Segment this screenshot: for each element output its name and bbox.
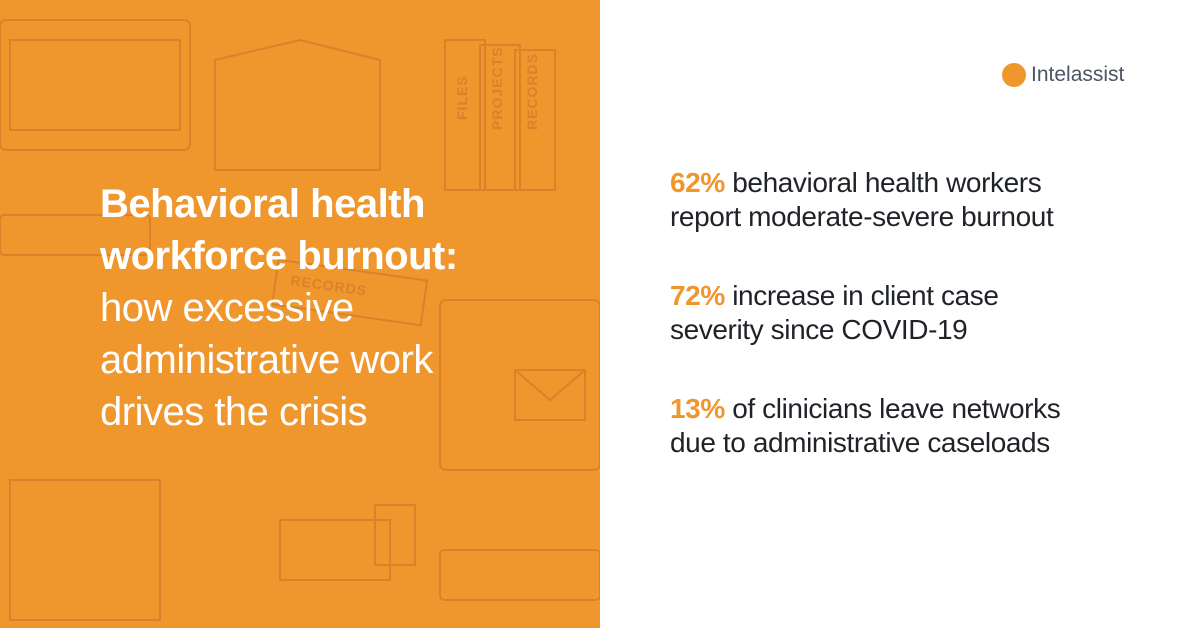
headline: Behavioral health workforce burnout: how… [100,178,458,438]
stat-text: of clinicians leave networks [732,393,1061,424]
keyboard [0,214,151,256]
pen-cup [374,504,416,566]
envelope-flap [514,369,586,402]
stat-text: behavioral health workers [732,167,1042,198]
tray [279,519,391,581]
stat-line: report moderate-severe burnout [670,201,1054,232]
stat-line: 13% of clinicians leave networks [670,392,1061,426]
stat: 13% of clinicians leave networks due to a… [670,392,1061,460]
monitor [439,299,600,471]
binder [444,39,486,191]
headline-regular: drives the crisis [100,390,368,434]
left-panel: FILES PROJECTS RECORDS RECORDS Behaviora… [0,0,600,628]
keyboard [439,549,600,601]
headline-regular: how excessive [100,286,354,330]
file-box [9,479,161,621]
monitor [0,19,191,151]
headline-bold: workforce burnout: [100,234,458,278]
logo-text: Intelassist [1031,63,1125,86]
binder-label: RECORDS [524,53,540,130]
binder [479,44,521,191]
stat-line: 62% behavioral health workers [670,166,1060,200]
binder [514,49,556,191]
stat-line: due to administrative caseloads [670,427,1050,458]
logo-icon [1002,63,1026,87]
stat-line: 72% increase in client case [670,279,1060,313]
stat-text: increase in client case [732,280,999,311]
stat-line: severity since COVID-19 [670,314,968,345]
binder-label: PROJECTS [489,47,505,130]
folder [214,38,381,171]
stats: 62% behavioral health workers report mode… [670,166,1061,505]
stat: 72% increase in client case severity sinc… [670,279,1060,347]
headline-bold: Behavioral health [100,182,425,226]
stat-highlight: 62% [670,167,725,198]
headline-regular: administrative work [100,338,433,382]
binder-label: FILES [454,75,470,120]
background-illustration: FILES PROJECTS RECORDS RECORDS [0,19,600,621]
box-file [271,258,429,327]
stat-highlight: 72% [670,280,725,311]
envelope [514,369,586,421]
stat: 62% behavioral health workers report mode… [670,166,1060,234]
stat-highlight: 13% [670,393,725,424]
screen [9,39,181,131]
logo: Intelassist [1002,63,1124,87]
